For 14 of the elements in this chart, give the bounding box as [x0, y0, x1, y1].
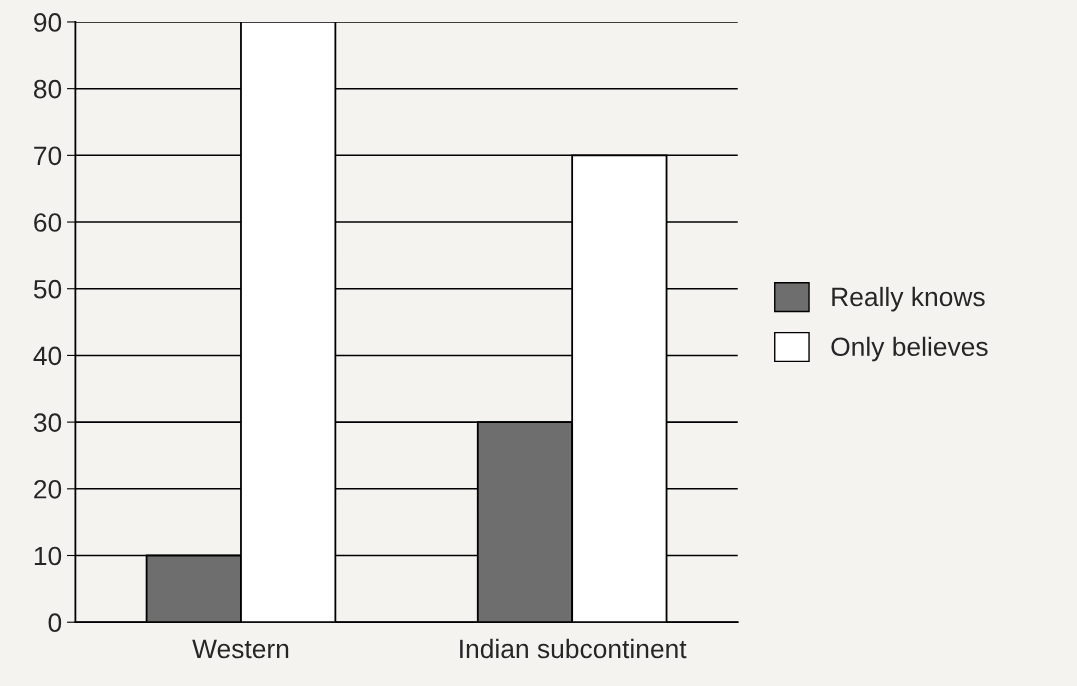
y-tick-label: 60	[34, 213, 62, 232]
y-tick-label: 50	[33, 279, 62, 299]
y-tick-label: 80	[33, 79, 62, 99]
x-tick-label: Western	[192, 639, 289, 659]
y-tick-label: 70	[34, 146, 62, 166]
legend-label: Really knows	[832, 286, 985, 312]
y-tick-label: 10	[34, 546, 62, 566]
legend-label: Only believes	[831, 336, 988, 362]
x-tick-label: Indian subcontinent	[460, 638, 687, 659]
y-tick-label: 90	[34, 13, 62, 32]
y-tick-label: 40	[33, 346, 62, 366]
y-tick-label: 30	[33, 413, 62, 432]
y-tick-label: 20	[34, 479, 62, 499]
y-tick-label: 0	[48, 613, 62, 633]
